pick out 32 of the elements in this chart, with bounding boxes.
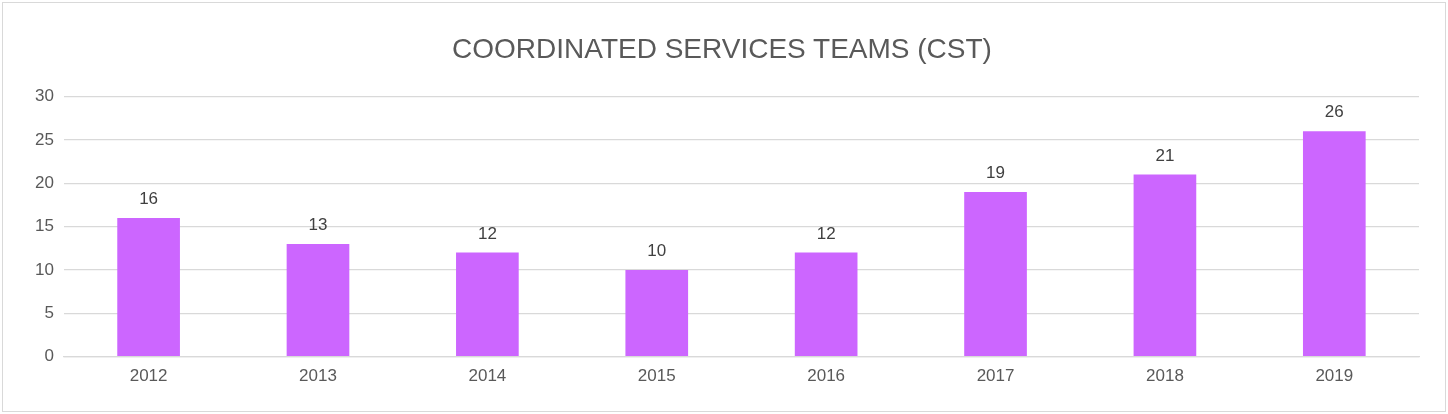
x-tick-label: 2017	[976, 366, 1015, 386]
bar	[1133, 174, 1197, 356]
data-label: 12	[477, 223, 497, 243]
data-label: 16	[139, 189, 159, 209]
bar	[456, 252, 519, 356]
x-tick-label: 2012	[129, 366, 168, 386]
x-tick-label: 2014	[468, 366, 507, 386]
data-label: 13	[308, 215, 328, 235]
bar	[1302, 131, 1366, 356]
y-tick-label: 30	[34, 86, 54, 106]
y-tick-label: 20	[34, 172, 54, 192]
x-tick-label: 2019	[1315, 366, 1354, 386]
x-tick-label: 2013	[299, 366, 337, 386]
bar	[625, 269, 689, 356]
y-tick-label: 5	[44, 302, 54, 322]
y-tick-label: 15	[34, 216, 54, 236]
data-label: 21	[1155, 145, 1175, 165]
bar	[964, 191, 1027, 356]
x-tick-label: 2018	[1146, 366, 1184, 386]
y-tick-label: 10	[34, 259, 54, 279]
bar	[286, 243, 350, 356]
y-tick-label: 25	[34, 129, 54, 149]
bar	[117, 217, 180, 356]
x-tick-label: 2016	[807, 366, 846, 386]
data-label: 19	[986, 163, 1005, 183]
data-label: 10	[647, 241, 667, 261]
bar	[794, 252, 858, 356]
data-label: 12	[816, 223, 836, 243]
data-label: 26	[1324, 102, 1344, 122]
chart-title: COORDINATED SERVICES TEAMS (CST)	[452, 32, 992, 64]
y-tick-label: 0	[44, 346, 54, 366]
x-tick-label: 2015	[637, 366, 676, 386]
